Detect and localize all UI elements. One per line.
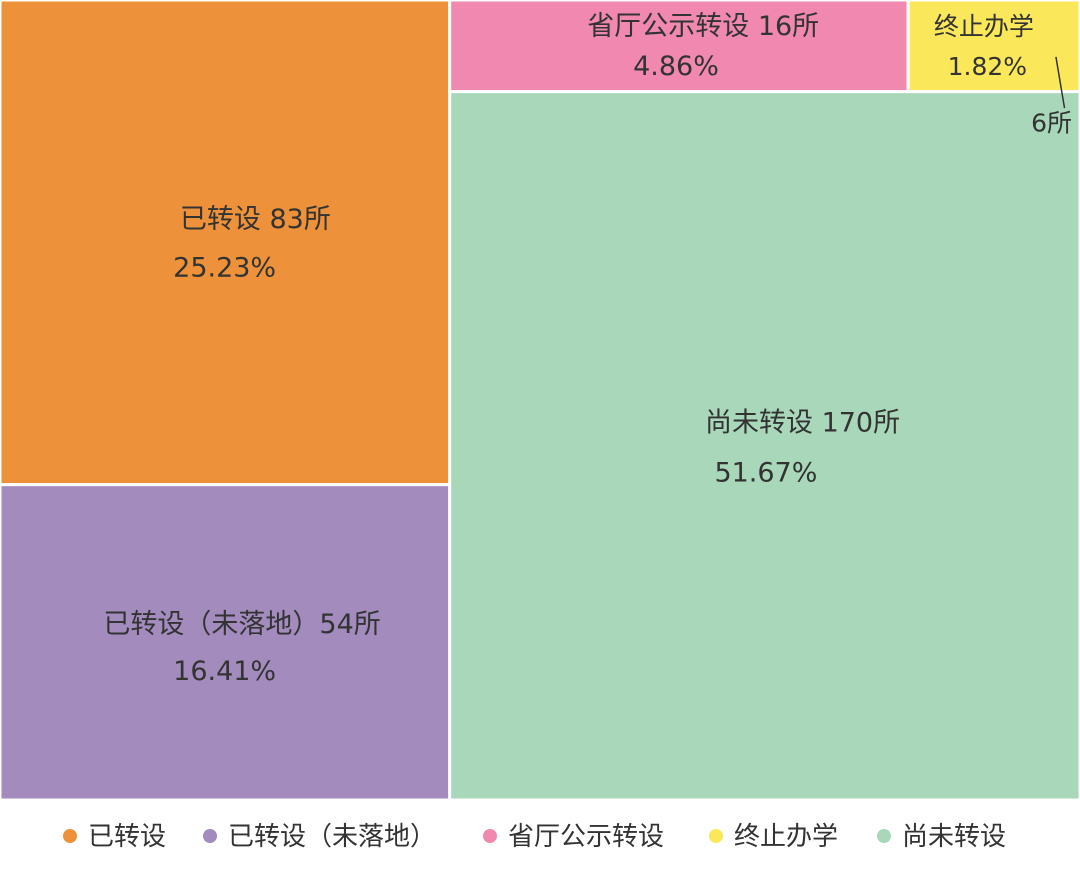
leader-line-zhongzhi [1055, 56, 1066, 109]
treemap-tiles [0, 0, 1080, 802]
tile-label-weizhuanshe: 尚未转设 170所 [705, 408, 900, 439]
legend-swatch-shengting [483, 829, 497, 843]
legend-swatch-yizhuanshe [63, 829, 77, 843]
tile-label-zhongzhi: 终止办学 [934, 12, 1034, 41]
legend-label-shengting: 省厅公示转设 [508, 822, 664, 852]
legend-swatch-zhongzhi [709, 829, 723, 843]
tile-weizhuanshe [448, 90, 1080, 802]
tile-count-zhongzhi: 6所 [1031, 109, 1072, 138]
tile-percent-weiluodi: 16.41% [173, 656, 276, 687]
legend-item-shengting: 省厅公示转设 [483, 822, 664, 852]
tile-percent-zhongzhi: 1.82% [948, 52, 1027, 81]
legend-item-weizhuanshe: 尚未转设 [877, 822, 1006, 852]
tile-shengting [448, 0, 910, 94]
tile-yizhuanshe [0, 0, 452, 487]
legend-swatch-weizhuanshe [877, 829, 891, 843]
tile-labels: 已转设 83所 25.23% 已转设（未落地）54所 16.41% 省厅公示转设 16所… [103, 11, 1072, 687]
legend-label-weizhuanshe: 尚未转设 [902, 822, 1006, 852]
legend-swatch-weiluodi [203, 829, 217, 843]
legend-item-weiluodi: 已转设（未落地） [203, 822, 436, 852]
tile-zhongzhi [906, 0, 1080, 94]
legend-label-zhongzhi: 终止办学 [734, 822, 838, 852]
legend-item-zhongzhi: 终止办学 [709, 822, 838, 852]
tile-weiluodi [0, 483, 452, 802]
legend-label-yizhuanshe: 已转设 [88, 822, 166, 852]
tile-percent-shengting: 4.86% [633, 51, 719, 82]
tile-percent-weizhuanshe: 51.67% [714, 457, 817, 488]
tile-label-weiluodi: 已转设（未落地）54所 [103, 609, 380, 640]
tile-percent-yizhuanshe: 25.23% [173, 252, 276, 283]
legend: 已转设 已转设（未落地） 省厅公示转设 终止办学 尚未转设 [63, 822, 1006, 852]
legend-item-yizhuanshe: 已转设 [63, 822, 166, 852]
tile-label-shengting: 省厅公示转设 16所 [587, 11, 819, 42]
legend-label-weiluodi: 已转设（未落地） [228, 822, 436, 852]
tile-label-yizhuanshe: 已转设 83所 [180, 204, 331, 235]
